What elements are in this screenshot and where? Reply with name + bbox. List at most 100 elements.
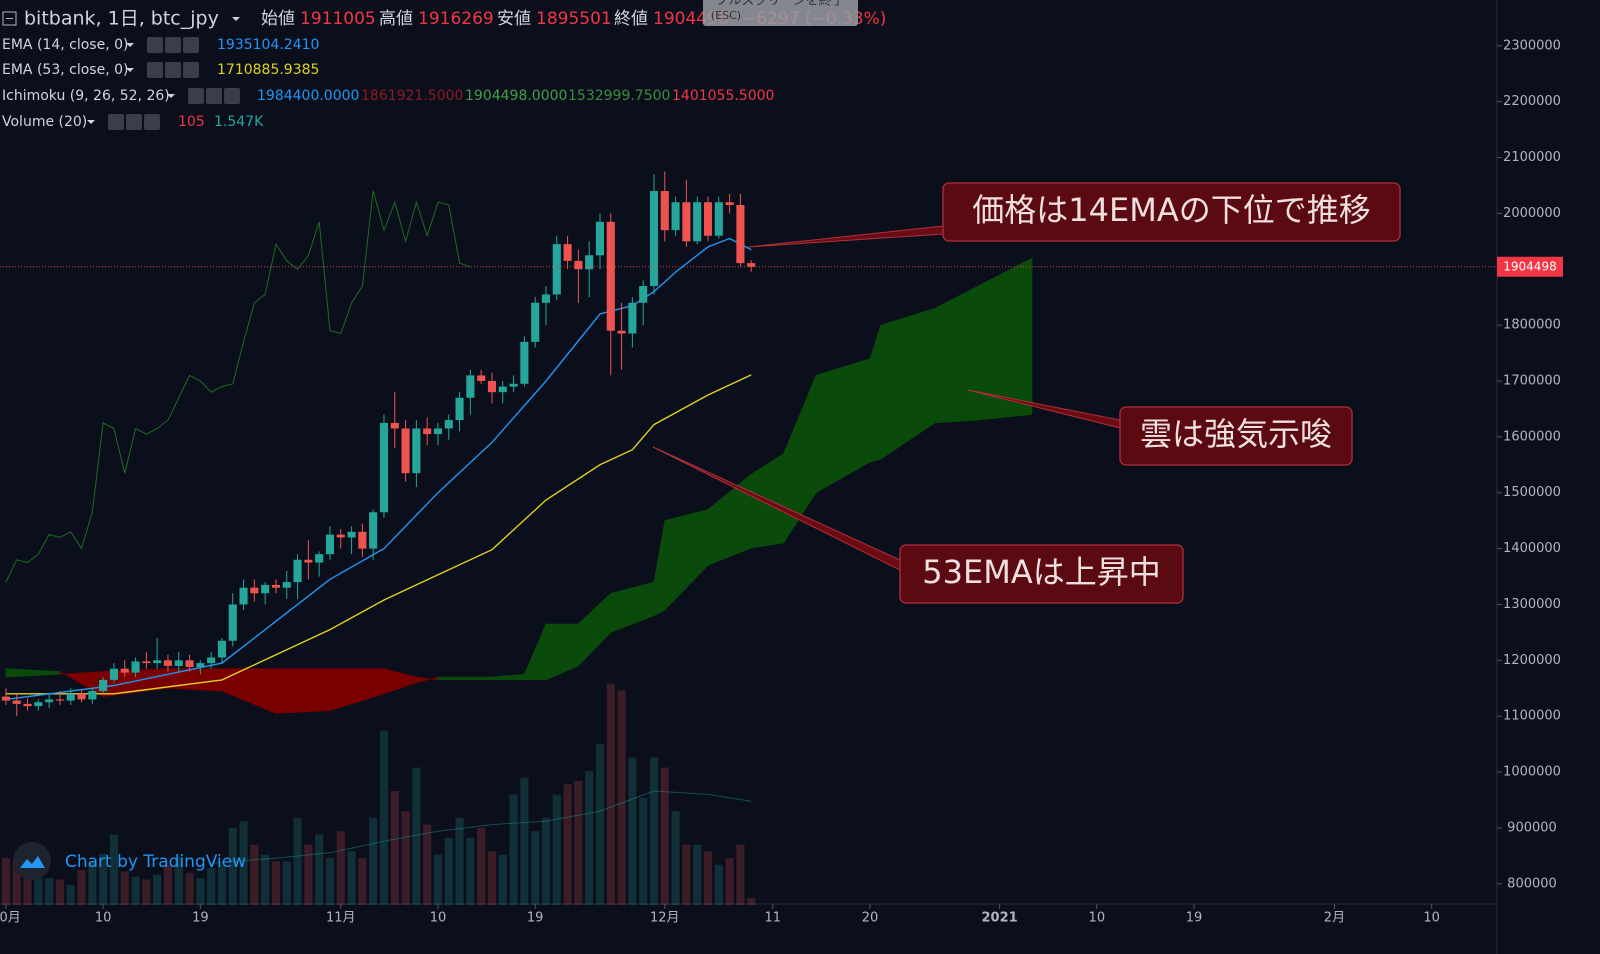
volume-bar: [390, 791, 399, 905]
dropdown-arrow: [232, 17, 240, 21]
volume-bar: [131, 876, 140, 905]
candle-body: [99, 679, 108, 692]
legend-button: [183, 37, 199, 53]
volume-bar: [239, 821, 248, 905]
volume-bar: [207, 868, 216, 905]
volume-bar: [347, 851, 356, 905]
y-tick-label: 1500000: [1503, 485, 1561, 500]
legend-name: Volume (20): [2, 114, 87, 130]
candle-body: [444, 420, 453, 429]
candle-body: [595, 221, 605, 256]
callout-box: [1119, 406, 1353, 466]
legend-name: EMA (53, close, 0): [2, 62, 128, 78]
candle-body: [250, 587, 259, 594]
candle-body: [207, 657, 216, 664]
legend-name: EMA (14, close, 0): [2, 37, 128, 53]
volume-bar: [649, 757, 659, 905]
volume-bar: [574, 780, 583, 905]
candle-body: [196, 663, 205, 668]
legend-button: [165, 37, 181, 53]
legend-button: [147, 62, 163, 78]
y-tick-label: 2100000: [1503, 150, 1561, 165]
candle-body: [736, 205, 745, 264]
volume-bar: [714, 864, 723, 905]
volume-bar: [660, 767, 669, 905]
volume-bar: [163, 864, 173, 905]
callout-box: [942, 182, 1401, 242]
candle-body: [693, 202, 702, 242]
candle-body: [541, 294, 551, 303]
volume-bar: [585, 770, 594, 905]
legend-button: [224, 88, 240, 104]
candle-body: [174, 660, 183, 666]
candle-body: [228, 604, 237, 641]
volume-bar: [725, 858, 734, 905]
volume-bar: [261, 854, 270, 905]
tooltip-text: (ESC): [711, 9, 741, 22]
volume-bar: [109, 834, 118, 905]
volume-bar: [217, 864, 227, 905]
candle-body: [552, 244, 561, 295]
volume-bar: [455, 817, 464, 905]
callout-box: [899, 544, 1184, 604]
volume-bar: [142, 879, 151, 905]
candle-body: [649, 191, 659, 287]
volume-bar: [671, 811, 680, 905]
legend-value: 1401055.5000: [672, 88, 774, 104]
volume-bar: [325, 858, 335, 905]
volume-bar: [401, 811, 410, 905]
y-tick-label: 900000: [1507, 820, 1557, 835]
candle-body: [455, 397, 464, 421]
tooltip-box: [703, 0, 858, 26]
x-tick-label: 19: [527, 911, 544, 926]
legend-value: 1935104.2410: [217, 37, 319, 53]
logo: [13, 842, 51, 880]
candle-body: [282, 582, 291, 588]
ohlc-value: 1916269: [418, 9, 494, 29]
volume-bar: [304, 844, 313, 905]
candle-body: [412, 428, 421, 474]
volume-bar: [531, 831, 540, 905]
volume-bar: [682, 844, 691, 905]
volume-bar: [45, 878, 54, 905]
candle-body: [109, 668, 118, 680]
volume-bar: [487, 851, 497, 905]
volume-bar: [34, 870, 43, 905]
candle-body: [520, 341, 529, 384]
ema14-line: [5, 237, 752, 701]
candle-body: [163, 660, 173, 666]
volume-bar: [315, 834, 324, 905]
volume-bar: [606, 683, 615, 905]
volume-bar: [23, 874, 32, 905]
legend-value: 1861921.5000: [361, 88, 463, 104]
volume-bar: [293, 817, 302, 905]
legend-button: [144, 114, 160, 130]
callout-text: 53EMAは上昇中: [922, 553, 1160, 591]
candle-body: [55, 699, 64, 701]
watermark: Chart by TradingView: [65, 852, 246, 872]
candle-body: [1, 696, 10, 701]
volume-bar: [423, 824, 432, 905]
callout-text: 雲は強気示唆: [1140, 415, 1332, 453]
cloud: [934, 285, 979, 424]
x-tick-label: 12月: [650, 911, 680, 926]
price-label: 1904498: [1503, 259, 1556, 273]
candle-body: [703, 202, 713, 236]
candle-body: [369, 512, 378, 549]
candle-body: [271, 584, 281, 588]
volume-bar: [379, 730, 389, 905]
volume-ma: [211, 790, 752, 864]
candle-body: [45, 699, 54, 703]
y-tick-label: 2000000: [1503, 206, 1561, 221]
volume-bar: [77, 870, 86, 905]
legend-button: [188, 88, 204, 104]
volume-bar: [99, 854, 108, 905]
candle-body: [153, 660, 162, 664]
volume-bar: [433, 854, 443, 905]
x-tick-label: 2月: [1324, 911, 1345, 926]
tooltip-text: フルスクリーンを終了: [715, 0, 844, 9]
x-tick-label: 10月: [0, 911, 21, 926]
candle-body: [401, 428, 410, 474]
cloud: [275, 668, 331, 714]
